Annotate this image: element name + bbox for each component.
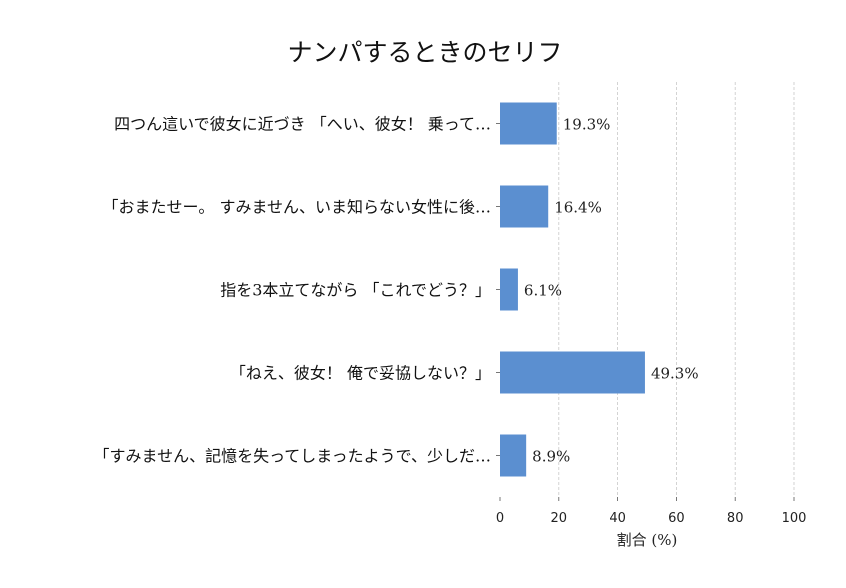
bar	[500, 185, 549, 228]
x-tick-label: 100	[782, 511, 807, 526]
bar	[500, 102, 557, 145]
bar	[500, 434, 527, 477]
x-tick-label: 0	[496, 511, 504, 526]
x-tick-label: 60	[668, 511, 685, 526]
data-label: 8.9%	[532, 448, 570, 466]
x-tick-label: 80	[727, 511, 744, 526]
data-label: 16.4%	[554, 199, 602, 217]
x-axis-label: 割合 (%)	[617, 531, 678, 549]
chart-title: ナンパするときのセリフ	[287, 38, 562, 67]
category-label: 「すみません、記憶を失ってしまったようで、少しだ…	[94, 447, 491, 466]
data-label: 49.3%	[651, 365, 699, 383]
category-label: 指を3本立てながら 「これでどう？」	[220, 281, 491, 300]
bar	[500, 351, 645, 394]
category-label: 「おまたせー。 すみません、いま知らない女性に後…	[103, 198, 491, 217]
x-tick-label: 20	[551, 511, 568, 526]
data-label: 6.1%	[524, 282, 562, 300]
category-label: 「ねえ、彼女！ 俺で妥協しない？」	[230, 364, 491, 383]
bar	[500, 268, 518, 311]
data-label: 19.3%	[563, 116, 611, 134]
category-label: 四つん這いで彼女に近づき 「へい、彼女！ 乗って…	[114, 115, 491, 134]
x-tick-label: 40	[609, 511, 626, 526]
